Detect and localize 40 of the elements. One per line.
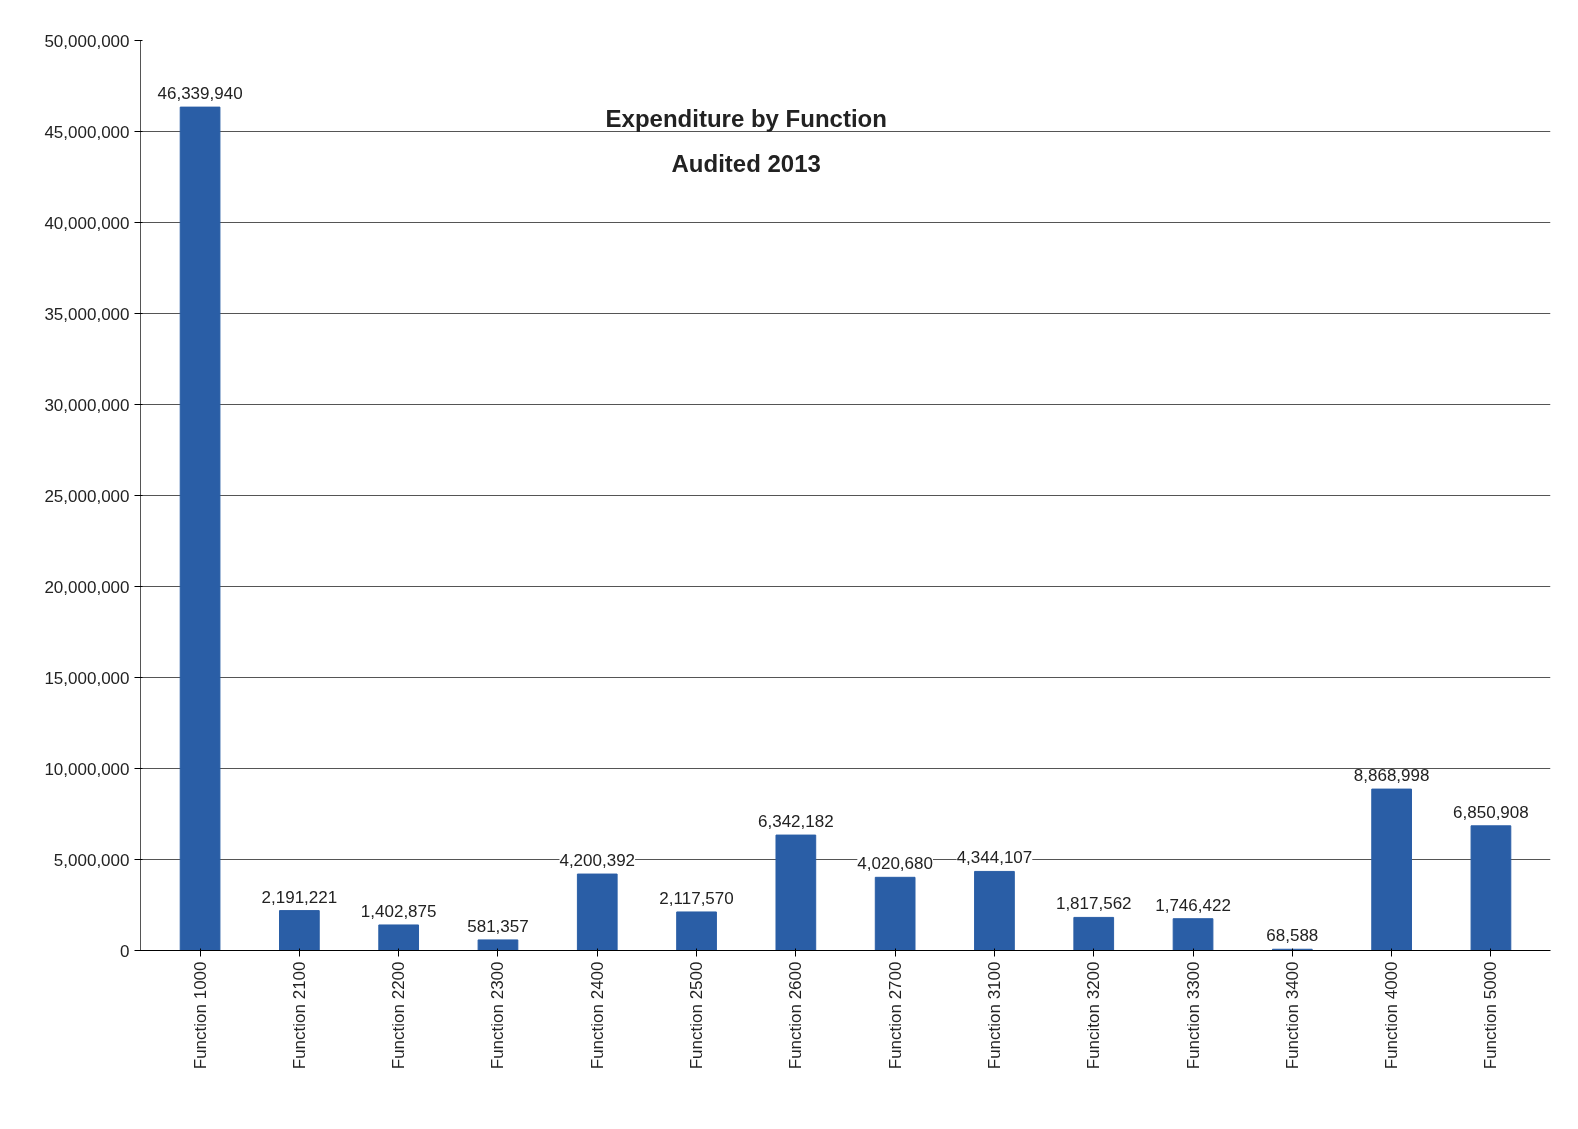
y-tick-label: 10,000,000	[44, 759, 130, 779]
x-tick-label: Function 3100	[984, 961, 1004, 1070]
y-tick-label: 0	[120, 941, 130, 961]
data-label: 4,344,107	[956, 848, 1033, 868]
data-label: 4,200,392	[559, 851, 636, 871]
data-label: 68,588	[1266, 926, 1319, 946]
data-label: 2,117,570	[659, 888, 734, 908]
x-tick-label: Function 2500	[687, 961, 707, 1070]
y-tick-label: 40,000,000	[44, 213, 130, 233]
data-label: 6,850,908	[1453, 802, 1529, 822]
y-tick-label: 30,000,000	[44, 395, 130, 415]
x-tick-label: Funciton 3200	[1084, 961, 1104, 1070]
x-tick-label: Function 2100	[289, 961, 309, 1070]
data-label: 2,191,221	[261, 887, 338, 907]
x-tick-label: Function 2700	[885, 961, 905, 1070]
y-tick-label: 35,000,000	[44, 304, 130, 324]
data-label: 8,868,998	[1353, 766, 1430, 786]
text: Expenditure by Function Audited 2013	[605, 104, 887, 177]
data-label: 4,020,680	[857, 854, 933, 874]
x-tick-label: Function 2300	[488, 961, 508, 1070]
x-tick-label: Function 2200	[389, 961, 409, 1070]
data-label: 6,342,182	[758, 812, 834, 832]
y-tick-label: 25,000,000	[44, 486, 130, 506]
data-label: 581,357	[467, 916, 529, 936]
x-tick-label: Function 5000	[1481, 961, 1501, 1070]
y-tick-label: 15,000,000	[44, 668, 130, 688]
y-tick-label: 45,000,000	[44, 122, 130, 142]
data-label: 1,402,875	[360, 901, 437, 921]
y-tick-label: 20,000,000	[44, 577, 130, 597]
x-tick-label: Function 2600	[786, 961, 806, 1070]
data-label: 1,746,422	[1155, 895, 1231, 915]
y-tick-label: 5,000,000	[53, 850, 130, 870]
x-tick-label: Function 2400	[587, 961, 607, 1070]
x-tick-label: Function 3300	[1183, 961, 1203, 1070]
data-label: 1,817,562	[1055, 894, 1132, 914]
x-tick-label: Function 4000	[1382, 961, 1402, 1070]
x-tick-label: Function 3400	[1282, 961, 1302, 1070]
y-tick-label: 50,000,000	[44, 31, 130, 51]
x-tick-label: Function 1000	[190, 961, 210, 1070]
data-label: 46,339,940	[157, 84, 243, 104]
